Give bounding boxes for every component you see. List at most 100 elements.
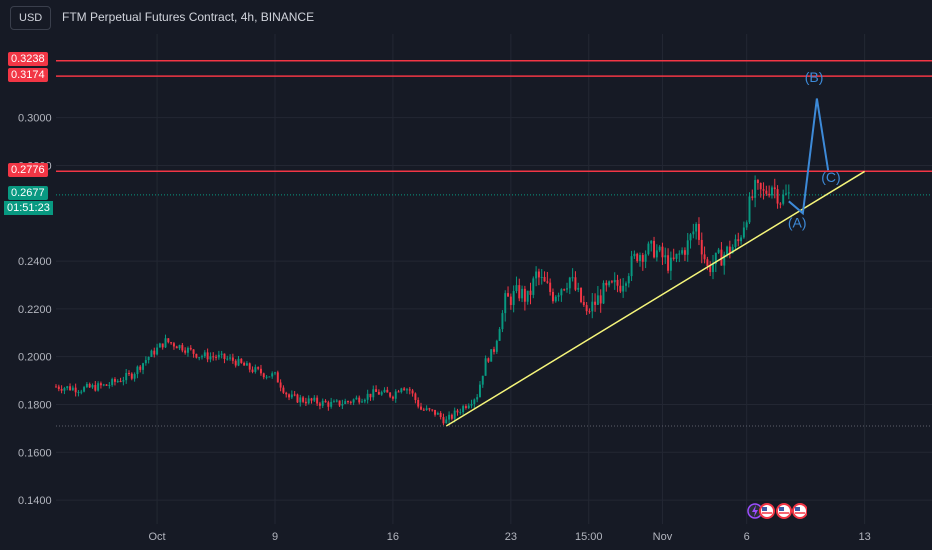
candle-body [366,393,369,400]
candle-body [703,254,706,260]
candle-body [445,419,448,424]
candle-body [582,302,585,306]
candle-body [411,390,414,394]
candle-body [633,253,636,257]
wave-label: (B) [805,69,824,85]
candle-body [243,362,246,366]
candle-body [299,397,302,403]
candle-body [282,387,285,393]
candle-body [414,393,417,401]
candle-body [349,401,352,403]
candle-body [147,356,150,361]
candle-body [296,394,299,403]
candle-body [714,252,717,265]
candle-body [276,372,279,383]
candle-body [745,222,748,228]
candle-body [537,271,540,278]
candle-body [237,358,240,366]
candle-body [507,293,510,297]
candle-body [352,399,355,403]
candle-body [380,392,383,395]
bar-countdown-timer: 01:51:23 [4,201,53,215]
candle-body [201,356,203,358]
candle-body [245,363,248,366]
candle-body [66,386,69,389]
currency-button[interactable]: USD [10,6,52,30]
candle-body [172,343,175,347]
candle-body [467,405,470,409]
candle-body [709,265,712,273]
candle-body [203,352,206,357]
candle-body [175,346,178,349]
candle-body [327,402,330,407]
wave-label: (C) [821,169,840,185]
candle-body [285,392,288,395]
candle-body [672,257,675,259]
candle-body [158,343,161,348]
candle-body [220,353,223,355]
candle-body [102,384,105,386]
candle-body [574,277,577,290]
candle-body [686,240,689,255]
candle-body [523,288,526,302]
candle-body [599,295,602,304]
candle-body [290,394,293,398]
y-tick-label: 0.1600 [18,447,52,459]
candle-body [125,372,128,381]
candle-body [119,381,122,383]
y-tick-label: 0.1800 [18,399,52,411]
candle-body [644,254,647,262]
candle-body [60,389,63,391]
candle-body [476,397,479,400]
candle-body [85,383,88,388]
candle-body [77,391,80,393]
support-trendline [445,170,866,427]
resistance-price-tag: 0.3174 [8,68,48,82]
candle-body [164,338,167,348]
economic-events-icons[interactable] [747,502,807,520]
candle-body [613,279,616,283]
y-tick-label: 0.2200 [18,304,52,316]
candle-body [150,350,153,357]
candle-body [372,389,375,398]
candle-body [63,388,66,391]
x-tick-label: 9 [272,531,278,543]
candle-body [355,397,358,400]
candle-body [546,281,549,283]
candle-body [338,400,341,406]
candle-body [425,408,428,411]
candle-body [462,406,465,413]
candle-body [493,349,495,352]
candle-body [122,380,125,382]
candle-body [386,389,389,393]
candle-body [453,410,456,419]
candle-body [170,342,173,344]
candle-body [265,376,268,378]
candle-body [178,345,181,349]
candle-body [641,255,644,262]
candle-body [195,353,198,358]
candle-body [363,399,366,402]
candle-body [697,223,700,240]
x-tick-label: 23 [505,531,517,543]
price-levels [56,60,932,427]
candle-body [717,249,720,253]
candle-body [459,412,462,414]
candle-body [509,296,512,305]
x-tick-label: 6 [744,531,750,543]
candle-body [549,282,552,292]
candle-body [439,413,442,418]
candle-body [279,382,282,388]
candle-body [470,403,473,406]
candle-body [754,180,757,198]
drawing-overlays: (A) (B) (C) [445,69,866,427]
candle-body [268,376,271,378]
candle-body [689,234,692,241]
candle-body [271,373,274,377]
candle-body [105,384,108,386]
candle-body [577,287,580,290]
candle-body [313,397,316,401]
candle-body [504,293,507,314]
candle-body [394,391,397,399]
